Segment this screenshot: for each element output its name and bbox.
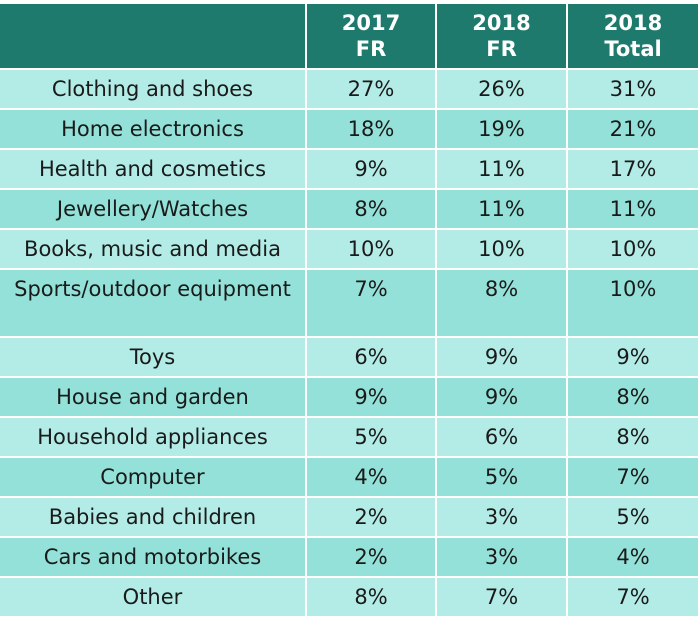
value-2018-total-cell: 7% [567,457,698,498]
table-row: House and garden 9% 9% 8% [0,377,698,418]
category-cell: House and garden [0,377,307,418]
header-2018-total-line2: Total [604,37,662,61]
header-2017-fr: 2017 FR [306,4,437,70]
category-share-table: 2017 FR 2018 FR 2018 Total Clothing and … [0,4,698,618]
value-2018-total-cell: 8% [567,377,698,418]
value-2018-fr-cell: 11% [436,149,568,190]
value-2018-fr-cell: 9% [436,377,568,418]
value-2018-total-cell: 7% [567,577,698,618]
value-2018-total-cell: 10% [567,269,698,338]
category-cell: Cars and motorbikes [0,537,307,578]
value-2018-total-cell: 9% [567,337,698,378]
table-row: Other 8% 7% 7% [0,577,698,618]
table-header-row: 2017 FR 2018 FR 2018 Total [0,4,698,70]
value-2017-fr-cell: 9% [306,377,437,418]
value-2017-fr-cell: 8% [306,577,437,618]
value-2018-total-cell: 10% [567,229,698,270]
header-2018-total: 2018 Total [567,4,698,70]
category-cell: Health and cosmetics [0,149,307,190]
value-2017-fr-cell: 27% [306,69,437,110]
table-row: Cars and motorbikes 2% 3% 4% [0,537,698,578]
value-2018-total-cell: 31% [567,69,698,110]
value-2018-fr-cell: 8% [436,269,568,338]
value-2017-fr-cell: 4% [306,457,437,498]
table-row: Toys 6% 9% 9% [0,337,698,378]
table-row: Jewellery/Watches 8% 11% 11% [0,189,698,230]
category-cell: Computer [0,457,307,498]
header-2018-total-line1: 2018 [603,11,663,35]
value-2018-fr-cell: 6% [436,417,568,458]
value-2018-total-cell: 8% [567,417,698,458]
category-cell: Clothing and shoes [0,69,307,110]
category-cell: Babies and children [0,497,307,538]
value-2018-fr-cell: 9% [436,337,568,378]
value-2018-fr-cell: 26% [436,69,568,110]
value-2017-fr-cell: 6% [306,337,437,378]
header-2018-fr-line2: FR [486,37,517,61]
value-2017-fr-cell: 18% [306,109,437,150]
category-cell: Books, music and media [0,229,307,270]
value-2018-total-cell: 4% [567,537,698,578]
value-2017-fr-cell: 10% [306,229,437,270]
value-2018-fr-cell: 3% [436,537,568,578]
table-row: Computer 4% 5% 7% [0,457,698,498]
category-cell: Sports/outdoor equipment [0,269,307,338]
value-2017-fr-cell: 5% [306,417,437,458]
header-2018-fr-line1: 2018 [472,11,531,35]
value-2018-total-cell: 11% [567,189,698,230]
value-2018-total-cell: 17% [567,149,698,190]
category-cell: Other [0,577,307,618]
category-cell: Home electronics [0,109,307,150]
value-2018-fr-cell: 11% [436,189,568,230]
category-cell: Toys [0,337,307,378]
category-cell: Household appliances [0,417,307,458]
category-cell: Jewellery/Watches [0,189,307,230]
value-2017-fr-cell: 2% [306,537,437,578]
value-2017-fr-cell: 8% [306,189,437,230]
value-2018-total-cell: 21% [567,109,698,150]
value-2017-fr-cell: 7% [306,269,437,338]
value-2017-fr-cell: 9% [306,149,437,190]
value-2017-fr-cell: 2% [306,497,437,538]
table-row: Sports/outdoor equipment 7% 8% 10% [0,269,698,338]
table-body: Clothing and shoes 27% 26% 31% Home electron… [0,69,698,618]
value-2018-total-cell: 5% [567,497,698,538]
header-category [0,4,307,70]
table-row: Clothing and shoes 27% 26% 31% [0,69,698,110]
table-row: Babies and children 2% 3% 5% [0,497,698,538]
header-2017-fr-line1: 2017 [341,11,401,35]
table-row: Home electronics 18% 19% 21% [0,109,698,150]
value-2018-fr-cell: 10% [436,229,568,270]
table-row: Books, music and media 10% 10% 10% [0,229,698,270]
header-2017-fr-line2: FR [355,37,387,61]
table-container: 2017 FR 2018 FR 2018 Total Clothing and … [0,4,698,618]
value-2018-fr-cell: 7% [436,577,568,618]
header-2018-fr: 2018 FR [436,4,568,70]
table-row: Health and cosmetics 9% 11% 17% [0,149,698,190]
table-row: Household appliances 5% 6% 8% [0,417,698,458]
value-2018-fr-cell: 3% [436,497,568,538]
value-2018-fr-cell: 19% [436,109,568,150]
value-2018-fr-cell: 5% [436,457,568,498]
